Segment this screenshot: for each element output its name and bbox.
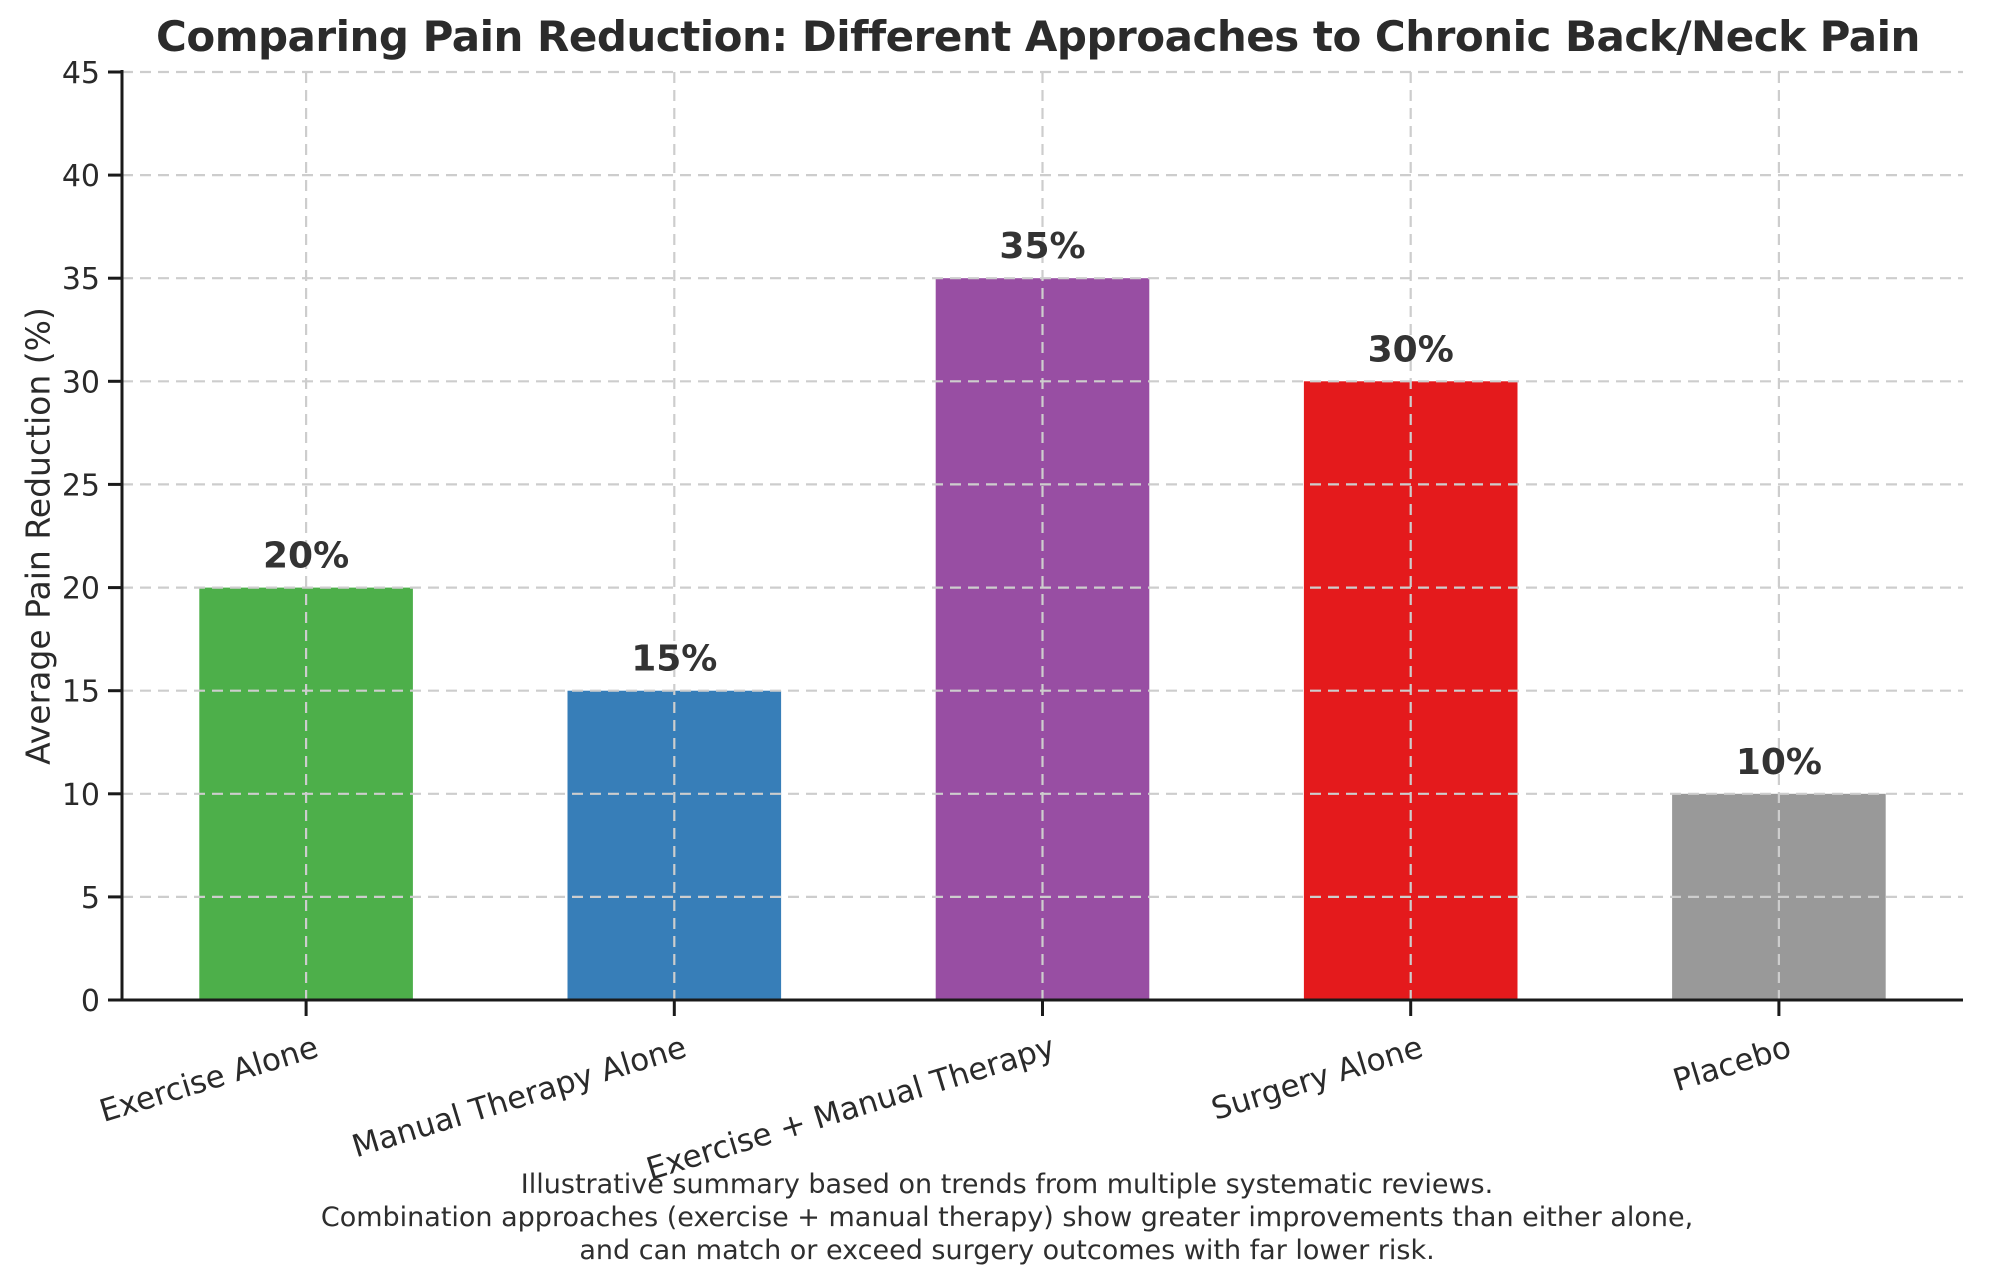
bar-manual-therapy-alone <box>567 690 782 1000</box>
caption-line-2: Combination approaches (exercise + manua… <box>320 1202 1694 1233</box>
caption-line-3: and can match or exceed surgery outcomes… <box>579 1235 1435 1266</box>
y-tick-label: 30 <box>62 365 100 400</box>
bar-value-label-placebo: 10% <box>1736 742 1822 783</box>
x-tick-label-manual-therapy-alone: Manual Therapy Alone <box>348 1029 691 1165</box>
bar-value-label-exercise-alone: 20% <box>263 536 349 577</box>
bar-value-label-surgery-alone: 30% <box>1368 329 1454 370</box>
caption-line-1: Illustrative summary based on trends fro… <box>520 1169 1494 1200</box>
y-tick-label: 45 <box>62 56 100 91</box>
x-tick-label-exercise-alone: Exercise Alone <box>95 1029 322 1130</box>
bar-value-label-exercise-manual-therapy: 35% <box>999 226 1085 267</box>
x-tick-label-exercise-manual-therapy: Exercise + Manual Therapy <box>642 1029 1059 1188</box>
y-tick-label: 20 <box>62 572 100 607</box>
y-tick-label: 35 <box>62 262 100 297</box>
bar-value-label-manual-therapy-alone: 15% <box>631 639 717 680</box>
y-tick-label: 5 <box>81 881 100 916</box>
y-tick-label: 25 <box>62 468 100 503</box>
caption: Illustrative summary based on trends fro… <box>0 1168 2014 1267</box>
y-tick-label: 15 <box>62 675 100 710</box>
x-tick-label-surgery-alone: Surgery Alone <box>1207 1029 1427 1127</box>
y-tick-label: 10 <box>62 778 100 813</box>
y-tick-label: 40 <box>62 159 100 194</box>
x-tick-label-placebo: Placebo <box>1669 1029 1795 1099</box>
y-tick-label: 0 <box>81 984 100 1019</box>
chart-title: Comparing Pain Reduction: Different Appr… <box>156 12 1920 61</box>
